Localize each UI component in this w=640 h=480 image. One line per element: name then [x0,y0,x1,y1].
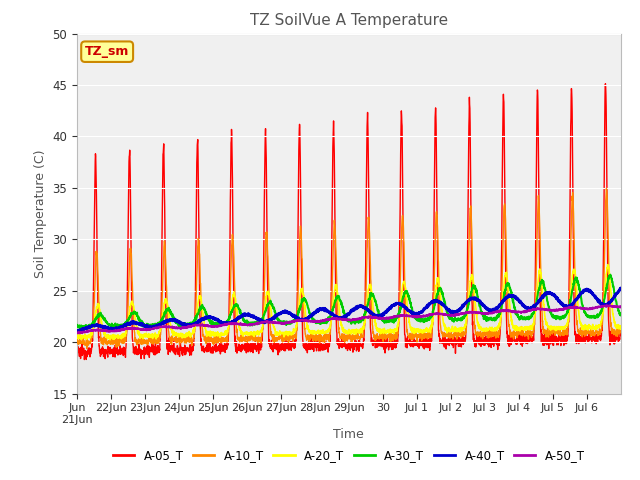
A-40_T [617,286,625,291]
A-10_T [610,328,618,334]
A-10_T [245,337,253,343]
A-50_T [73,330,81,336]
A-20_T [543,323,551,328]
A-20_T [127,300,135,306]
A-30_T [245,321,253,326]
A-10_T [543,330,551,336]
A-30_T [127,312,135,317]
Y-axis label: Soil Temperature (C): Soil Temperature (C) [34,149,47,278]
A-30_T [543,299,551,304]
A-40_T [381,309,389,315]
A-40_T [127,321,135,326]
A-10_T [73,340,81,346]
A-20_T [513,327,520,333]
Title: TZ SoilVue A Temperature: TZ SoilVue A Temperature [250,13,448,28]
A-40_T [616,285,624,291]
A-20_T [73,335,81,340]
A-50_T [381,315,389,321]
A-05_T [610,336,618,341]
A-20_T [245,330,253,336]
Line: A-40_T: A-40_T [77,288,621,332]
A-20_T [381,328,389,334]
A-40_T [245,312,253,317]
A-10_T [513,329,520,335]
A-20_T [106,337,114,343]
A-20_T [610,314,618,320]
A-05_T [602,81,609,86]
A-50_T [543,307,551,312]
A-50_T [605,302,613,308]
Line: A-05_T: A-05_T [77,84,621,360]
Text: TZ_sm: TZ_sm [85,45,129,58]
Line: A-50_T: A-50_T [77,305,621,333]
A-30_T [73,322,81,328]
A-40_T [73,328,81,334]
Line: A-10_T: A-10_T [77,189,621,348]
A-40_T [75,329,83,335]
A-05_T [127,279,135,285]
A-05_T [543,336,551,342]
A-50_T [617,304,625,310]
A-05_T [245,342,253,348]
A-40_T [513,295,520,301]
A-50_T [245,322,253,327]
A-05_T [381,346,389,352]
A-05_T [73,350,81,356]
A-50_T [127,325,135,331]
A-50_T [513,309,520,314]
Line: A-30_T: A-30_T [77,275,621,329]
A-40_T [609,296,617,301]
A-10_T [127,251,135,257]
A-50_T [75,330,83,336]
A-20_T [604,262,612,267]
A-10_T [617,328,625,334]
A-10_T [381,337,389,343]
A-20_T [617,324,625,330]
A-40_T [543,289,551,295]
A-10_T [83,346,91,351]
A-30_T [513,310,520,316]
A-30_T [610,284,618,290]
A-05_T [513,336,520,342]
A-30_T [381,317,389,323]
A-30_T [617,311,625,317]
A-30_T [83,326,91,332]
A-30_T [607,272,614,277]
A-05_T [617,332,625,337]
A-05_T [81,357,88,362]
Bar [77,34,621,291]
Legend: A-05_T, A-10_T, A-20_T, A-30_T, A-40_T, A-50_T: A-05_T, A-10_T, A-20_T, A-30_T, A-40_T, … [108,444,589,467]
A-10_T [602,186,610,192]
A-50_T [610,304,618,310]
X-axis label: Time: Time [333,428,364,441]
Line: A-20_T: A-20_T [77,264,621,340]
